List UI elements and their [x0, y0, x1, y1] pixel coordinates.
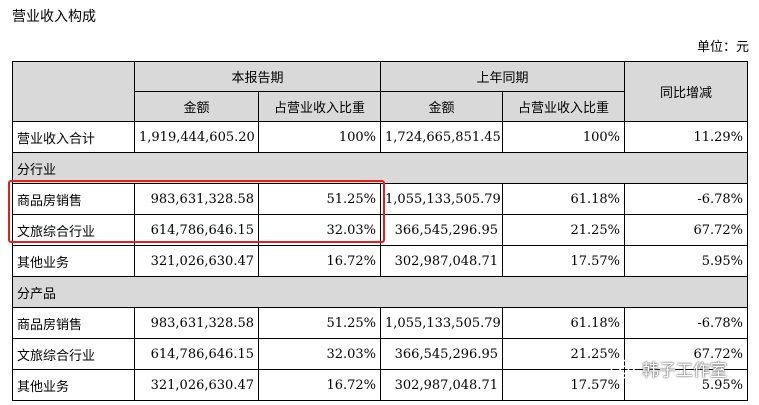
cell-cur-share: 32.03%: [257, 214, 382, 246]
header-row-2: 金额 占营业收入比重 金额 占营业收入比重: [13, 91, 748, 122]
cell-cur-share: 16.72%: [257, 369, 382, 401]
cell-prev-amount: 1,055,133,505.79: [380, 307, 504, 339]
header-yoy: 同比增减: [624, 61, 749, 122]
row-label: 其他业务: [12, 245, 135, 277]
cell-yoy: 5.95%: [624, 245, 749, 277]
cell-cur-amount: 321,026,630.47: [134, 369, 259, 401]
table-row: 文旅综合行业 614,786,646.15 32.03% 366,545,296…: [12, 338, 749, 370]
header-share: 占营业收入比重: [257, 91, 382, 122]
table-row: 其他业务 321,026,630.47 16.72% 302,987,048.7…: [12, 369, 749, 401]
cell-cur-share: 100%: [257, 121, 382, 153]
cell-cur-amount: 983,631,328.58: [134, 183, 259, 215]
table-row: 商品房销售 983,631,328.58 51.25% 1,055,133,50…: [12, 307, 749, 339]
cell-cur-share: 51.25%: [257, 183, 382, 215]
revenue-table: 本报告期 上年同期 同比增减 金额 占营业收入比重 金额 占营业收入比重 营业收…: [11, 61, 749, 401]
table-row-total: 营业收入合计 1,919,444,605.20 100% 1,724,665,8…: [12, 121, 749, 153]
cell-prev-amount: 1,055,133,505.79: [380, 183, 504, 215]
red-highlight-box: [8, 180, 385, 243]
cell-prev-amount: 366,545,296.95: [380, 214, 504, 246]
cell-prev-amount: 1,724,665,851.45: [380, 121, 504, 153]
cell-prev-share: 61.18%: [502, 183, 626, 215]
section-label: 分产品: [11, 276, 749, 308]
watermark: 韩子工作室: [610, 356, 727, 381]
cell-prev-amount: 366,545,296.95: [380, 338, 504, 370]
row-label: 营业收入合计: [12, 121, 135, 153]
unit-label: 单位：元: [696, 40, 749, 55]
cell-cur-amount: 983,631,328.58: [134, 307, 259, 339]
cell-prev-share: 61.18%: [502, 307, 626, 339]
header-share-prior: 占营业收入比重: [502, 91, 626, 122]
wechat-icon: [610, 358, 636, 379]
cell-cur-amount: 614,786,646.15: [134, 214, 259, 246]
cell-yoy: 67.72%: [624, 338, 749, 370]
cell-yoy: 67.72%: [624, 214, 749, 246]
cell-yoy: -6.78%: [624, 183, 749, 215]
cell-yoy: 11.29%: [624, 121, 749, 153]
section-title: 营业收入构成: [12, 9, 96, 25]
cell-prev-amount: 302,987,048.71: [380, 245, 504, 277]
cell-prev-share: 21.25%: [502, 338, 626, 370]
row-label: 其他业务: [12, 369, 135, 401]
row-label: 商品房销售: [12, 183, 135, 215]
cell-prev-share: 17.57%: [502, 369, 626, 401]
watermark-text: 韩子工作室: [642, 361, 727, 381]
cell-cur-share: 51.25%: [257, 307, 382, 339]
header-prior-period: 上年同期: [380, 61, 626, 92]
header-amount-prior: 金额: [380, 91, 504, 122]
cell-yoy: -6.78%: [624, 307, 749, 339]
header-row-1: 本报告期 上年同期 同比增减: [12, 61, 749, 122]
header-current-period: 本报告期: [133, 61, 382, 92]
cell-prev-share: 21.25%: [502, 214, 626, 246]
cell-prev-share: 100%: [502, 121, 626, 153]
cell-cur-amount: 321,026,630.47: [134, 245, 259, 277]
cell-prev-amount: 302,987,048.71: [380, 369, 504, 401]
row-label: 文旅综合行业: [12, 214, 135, 246]
table-row: 文旅综合行业 614,786,646.15 32.03% 366,545,296…: [12, 214, 749, 246]
table-row: 其他业务 321,026,630.47 16.72% 302,987,048.7…: [12, 245, 749, 277]
row-label: 文旅综合行业: [12, 338, 135, 370]
header-blank: [12, 61, 135, 122]
row-label: 商品房销售: [12, 307, 135, 339]
cell-cur-amount: 614,786,646.15: [134, 338, 259, 370]
cell-cur-amount: 1,919,444,605.20: [134, 121, 259, 153]
table-row: 商品房销售 983,631,328.58 51.25% 1,055,133,50…: [12, 183, 749, 215]
section-label: 分行业: [11, 152, 749, 184]
section-header-industry: 分行业: [11, 152, 749, 184]
header-amount: 金额: [134, 91, 259, 122]
cell-cur-share: 16.72%: [257, 245, 382, 277]
cell-prev-share: 17.57%: [502, 245, 626, 277]
section-header-product: 分产品: [11, 276, 749, 308]
cell-cur-share: 32.03%: [257, 338, 382, 370]
cell-yoy: 5.95%: [624, 369, 749, 401]
